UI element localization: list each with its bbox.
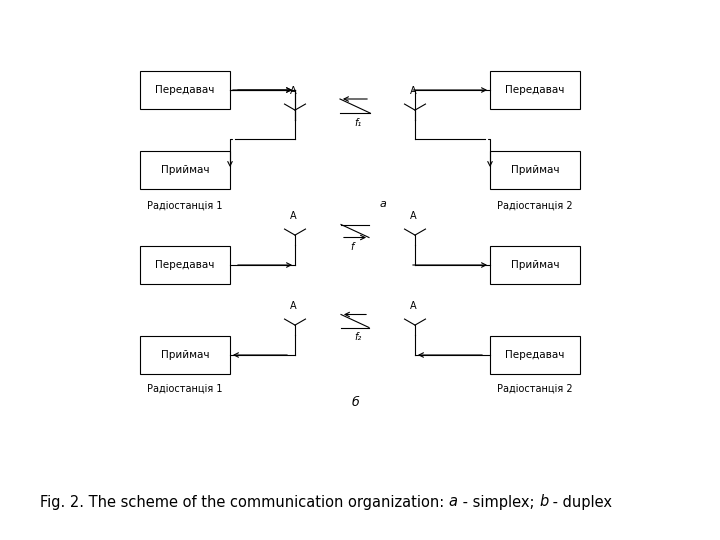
Text: - simplex;: - simplex;	[458, 495, 539, 510]
Text: Передавач: Передавач	[156, 85, 215, 95]
Text: Приймач: Приймач	[510, 260, 559, 270]
Bar	[490, 151, 580, 189]
Text: - duplex: - duplex	[548, 495, 612, 510]
Text: Приймач: Приймач	[161, 350, 210, 360]
Text: Приймач: Приймач	[161, 165, 210, 175]
Text: Передавач: Передавач	[156, 260, 215, 270]
Text: f: f	[351, 242, 354, 252]
Bar	[140, 151, 230, 189]
Bar	[140, 336, 230, 374]
Text: A: A	[289, 301, 297, 311]
Text: A: A	[410, 211, 416, 221]
Text: A: A	[410, 301, 416, 311]
Bar	[140, 246, 230, 284]
Text: f₂: f₂	[354, 332, 361, 342]
Bar	[490, 71, 580, 109]
Text: A: A	[289, 86, 297, 96]
Text: Fig. 2. The scheme of the communication organization:: Fig. 2. The scheme of the communication …	[40, 495, 449, 510]
Text: Радіостанція 2: Радіостанція 2	[498, 201, 573, 211]
Text: Радіостанція 2: Радіостанція 2	[498, 384, 573, 394]
Text: A: A	[410, 86, 416, 96]
Bar	[140, 71, 230, 109]
Text: Приймач: Приймач	[510, 165, 559, 175]
Text: Передавач: Передавач	[505, 350, 564, 360]
Text: Радіостанція 1: Радіостанція 1	[148, 384, 222, 394]
Text: f₁: f₁	[354, 118, 361, 128]
Bar	[490, 246, 580, 284]
Text: b: b	[539, 495, 548, 510]
Text: A: A	[289, 211, 297, 221]
Text: a: a	[449, 495, 458, 510]
Bar	[490, 336, 580, 374]
Text: Передавач: Передавач	[505, 85, 564, 95]
Text: б: б	[351, 396, 359, 409]
Text: Радіостанція 1: Радіостанція 1	[148, 201, 222, 211]
Text: a: a	[379, 199, 387, 209]
